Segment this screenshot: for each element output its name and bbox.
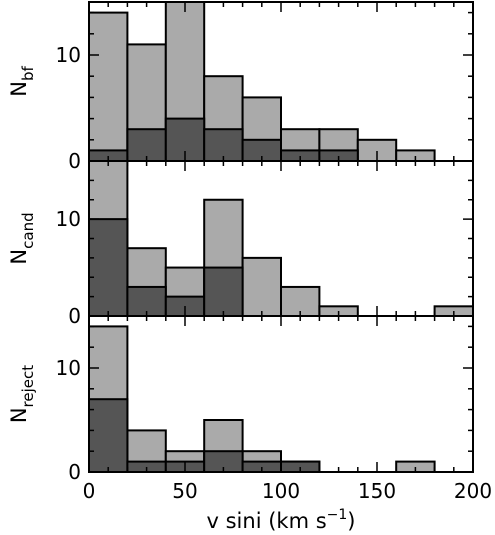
light-series [88,325,436,474]
y-axis-label-main: N [7,81,31,97]
panel-top: 0 10 Nbf [7,1,474,173]
y-axis-label-main: N [7,407,31,423]
y-tick-label: 0 [68,304,81,328]
y-axis-label-sub: cand [19,212,37,248]
bar-middle-dark-0 [88,218,129,317]
y-axis-label-top: Nbf [7,66,37,97]
y-tick-label: 10 [56,43,81,67]
y-axis-label-sub: reject [19,365,37,408]
x-axis-label-main: v sini (km s [207,509,327,533]
x-axis-label-end: ) [347,509,355,533]
x-axis-label: v sini (km s−1) [207,507,356,533]
y-axis-label-main: N [7,249,31,265]
y-tick-label: 10 [56,356,81,380]
y-axis-label-sub: bf [19,66,37,82]
x-tick-label: 200 [454,479,492,503]
bar-top-light-0 [88,11,129,162]
x-tick-label: 100 [262,479,300,503]
y-axis-label-middle: Ncand [7,212,37,264]
y-tick-label: 10 [56,207,81,231]
x-tick-label: 150 [358,479,396,503]
y-tick-label: 0 [68,149,81,173]
x-axis: 0 50 100 150 200 v sini (km s−1) [83,479,492,533]
panels: 0 10 Nbf 0 10 Ncand 0 10 Nreject [7,1,475,484]
x-tick-label: 50 [172,479,197,503]
bar-middle-light-4 [241,256,283,317]
y-axis-label-bottom: Nreject [7,365,37,423]
y-tick-label: 0 [68,460,81,484]
x-tick-label: 0 [83,479,96,503]
panel-bottom: 0 10 Nreject [7,315,474,484]
bar-bottom-dark-0 [88,398,129,474]
panel-middle: 0 10 Ncand [7,160,475,328]
bar-middle-dark-3 [203,266,244,317]
x-axis-label-sup: −1 [327,507,348,523]
